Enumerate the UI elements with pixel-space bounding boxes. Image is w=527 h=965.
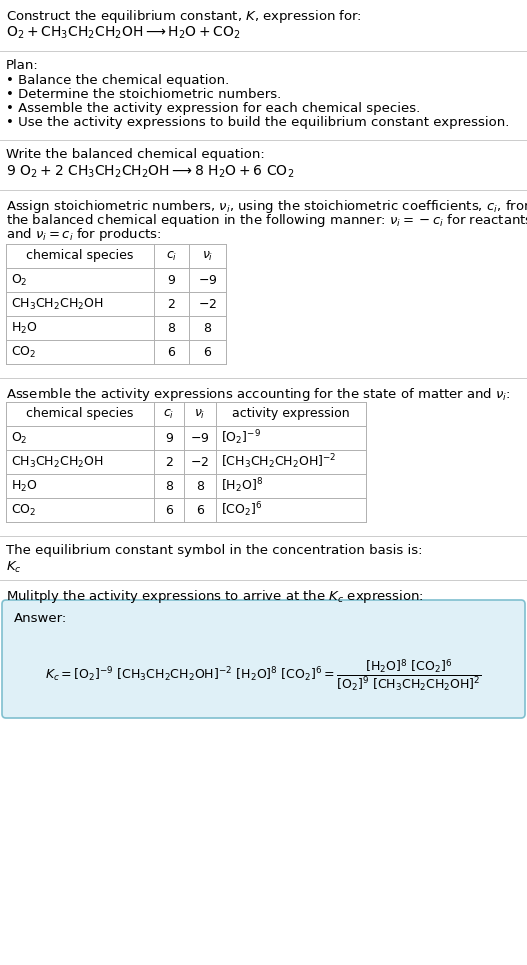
Text: 6: 6: [168, 345, 175, 359]
Text: $\mathrm{CH_3CH_2CH_2OH}$: $\mathrm{CH_3CH_2CH_2OH}$: [11, 296, 103, 312]
Text: $K_c = [\mathrm{O_2}]^{-9}\ [\mathrm{CH_3CH_2CH_2OH}]^{-2}\ [\mathrm{H_2O}]^{8}\: $K_c = [\mathrm{O_2}]^{-9}\ [\mathrm{CH_…: [45, 657, 482, 693]
Text: $\mathrm{CO_2}$: $\mathrm{CO_2}$: [11, 345, 36, 360]
Text: • Determine the stoichiometric numbers.: • Determine the stoichiometric numbers.: [6, 88, 281, 101]
Text: the balanced chemical equation in the following manner: $\nu_i = -c_i$ for react: the balanced chemical equation in the fo…: [6, 212, 527, 229]
Text: $c_i$: $c_i$: [166, 249, 177, 262]
Text: $\mathrm{O_2 + CH_3CH_2CH_2OH \longrightarrow H_2O + CO_2}$: $\mathrm{O_2 + CH_3CH_2CH_2OH \longright…: [6, 25, 241, 41]
Text: Construct the equilibrium constant, $K$, expression for:: Construct the equilibrium constant, $K$,…: [6, 8, 362, 25]
Text: $-9$: $-9$: [198, 273, 217, 287]
Text: $\mathrm{O_2}$: $\mathrm{O_2}$: [11, 430, 27, 446]
Text: $[\mathrm{CH_3CH_2CH_2OH}]^{-2}$: $[\mathrm{CH_3CH_2CH_2OH}]^{-2}$: [221, 453, 337, 471]
Text: Mulitply the activity expressions to arrive at the $K_c$ expression:: Mulitply the activity expressions to arr…: [6, 588, 424, 605]
Text: $K_c$: $K_c$: [6, 560, 22, 575]
Text: Answer:: Answer:: [14, 612, 67, 625]
Text: 9: 9: [165, 431, 173, 445]
Text: chemical species: chemical species: [26, 250, 134, 262]
Text: Assemble the activity expressions accounting for the state of matter and $\nu_i$: Assemble the activity expressions accoun…: [6, 386, 511, 403]
Text: $\mathrm{H_2O}$: $\mathrm{H_2O}$: [11, 320, 37, 336]
Text: $[\mathrm{O_2}]^{-9}$: $[\mathrm{O_2}]^{-9}$: [221, 428, 261, 448]
Text: 8: 8: [203, 321, 211, 335]
Text: 8: 8: [165, 480, 173, 492]
Text: • Use the activity expressions to build the equilibrium constant expression.: • Use the activity expressions to build …: [6, 116, 510, 129]
Text: • Assemble the activity expression for each chemical species.: • Assemble the activity expression for e…: [6, 102, 420, 115]
Text: $[\mathrm{H_2O}]^{8}$: $[\mathrm{H_2O}]^{8}$: [221, 477, 263, 495]
Text: 6: 6: [203, 345, 211, 359]
Text: $[\mathrm{CO_2}]^{6}$: $[\mathrm{CO_2}]^{6}$: [221, 501, 262, 519]
Text: $\mathrm{CO_2}$: $\mathrm{CO_2}$: [11, 503, 36, 517]
Text: • Balance the chemical equation.: • Balance the chemical equation.: [6, 74, 229, 87]
Text: $c_i$: $c_i$: [163, 407, 174, 421]
Text: $\mathrm{H_2O}$: $\mathrm{H_2O}$: [11, 479, 37, 493]
Text: $\nu_i$: $\nu_i$: [202, 249, 213, 262]
Text: Assign stoichiometric numbers, $\nu_i$, using the stoichiometric coefficients, $: Assign stoichiometric numbers, $\nu_i$, …: [6, 198, 527, 215]
Text: 8: 8: [196, 480, 204, 492]
Text: Plan:: Plan:: [6, 59, 39, 72]
Text: 2: 2: [168, 297, 175, 311]
Text: and $\nu_i = c_i$ for products:: and $\nu_i = c_i$ for products:: [6, 226, 162, 243]
Text: chemical species: chemical species: [26, 407, 134, 421]
Text: Write the balanced chemical equation:: Write the balanced chemical equation:: [6, 148, 265, 161]
Text: 8: 8: [168, 321, 175, 335]
Text: 2: 2: [165, 455, 173, 468]
Text: $-2$: $-2$: [198, 297, 217, 311]
Text: $-9$: $-9$: [190, 431, 210, 445]
Text: $\mathrm{O_2}$: $\mathrm{O_2}$: [11, 272, 27, 288]
Text: $\nu_i$: $\nu_i$: [194, 407, 206, 421]
Text: 6: 6: [196, 504, 204, 516]
FancyBboxPatch shape: [2, 600, 525, 718]
Text: 9: 9: [168, 273, 175, 287]
Text: $9\ \mathrm{O_2} + 2\ \mathrm{CH_3CH_2CH_2OH} \longrightarrow 8\ \mathrm{H_2O} +: $9\ \mathrm{O_2} + 2\ \mathrm{CH_3CH_2CH…: [6, 164, 294, 180]
Text: 6: 6: [165, 504, 173, 516]
Text: activity expression: activity expression: [232, 407, 350, 421]
Text: $\mathrm{CH_3CH_2CH_2OH}$: $\mathrm{CH_3CH_2CH_2OH}$: [11, 455, 103, 470]
Text: $-2$: $-2$: [190, 455, 210, 468]
Text: The equilibrium constant symbol in the concentration basis is:: The equilibrium constant symbol in the c…: [6, 544, 423, 557]
